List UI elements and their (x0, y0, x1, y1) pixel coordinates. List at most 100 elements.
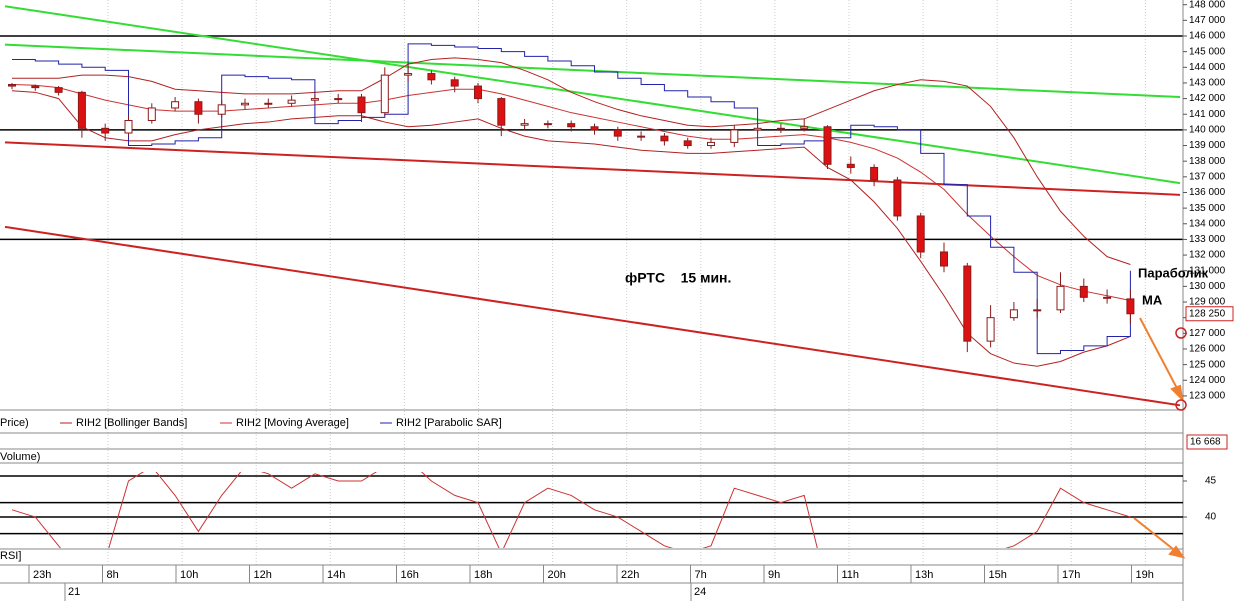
arrow (1133, 317, 1186, 559)
candle-body (893, 179, 902, 217)
candle-body (823, 126, 832, 165)
y-tick-label: 131 000 (1189, 265, 1226, 276)
x-tick-label: 12h (254, 569, 272, 581)
candle-body (171, 101, 180, 109)
y-tick-label: 133 000 (1189, 234, 1226, 245)
y-tick-label: 129 000 (1189, 297, 1226, 308)
last-price-box (1185, 306, 1234, 322)
y-tick-label: 126 000 (1189, 344, 1226, 355)
x-tick-label: 9h (768, 569, 780, 581)
x-tick-label: 17h (1062, 569, 1080, 581)
candle-body (520, 123, 529, 126)
bollinger-upper (12, 57, 1131, 265)
candle-body (567, 123, 576, 128)
x-tick-label: 16h (401, 569, 419, 581)
vertical-grid (107, 0, 1146, 565)
candle-body (916, 215, 925, 253)
x-tick-label: 7h (695, 569, 707, 581)
candle-body (474, 85, 482, 100)
candle-body (870, 166, 879, 181)
x-tick-label: 23h (33, 569, 51, 581)
candle-body (124, 119, 133, 134)
rsi-label: RSI] (0, 550, 21, 562)
candle-body (1056, 285, 1065, 311)
bollinger-lower (11, 90, 1131, 367)
y-tick-label: 145 000 (1189, 46, 1226, 57)
candle-body (194, 101, 203, 115)
price-label: Price) (0, 417, 29, 429)
y-tick-label: 148 000 (1189, 0, 1226, 10)
day-label: 21 (68, 586, 80, 598)
parabolic-sar (12, 43, 1131, 355)
legend-label: RIH2 [Bollinger Bands] (76, 417, 187, 429)
y-tick-label: 140 000 (1189, 125, 1226, 136)
candle-body (217, 104, 226, 115)
candle-body (940, 251, 948, 267)
rsi-line (11, 472, 1131, 548)
legend-label: RIH2 [Parabolic SAR] (396, 417, 502, 429)
y-tick-label: 134 000 (1189, 218, 1226, 229)
last-volume-box (1186, 434, 1228, 450)
x-tick-label: 14h (327, 569, 345, 581)
candle-body (404, 73, 413, 76)
candle-body (590, 126, 599, 131)
candle-body (380, 74, 389, 114)
y-tick-label: 141 000 (1189, 109, 1226, 120)
y-tick-label: 143 000 (1189, 78, 1226, 89)
x-tick-label: 13h (915, 569, 933, 581)
candle-body (753, 127, 762, 131)
candle-body (147, 107, 156, 121)
trend-line (4, 225, 1181, 407)
candle-body (963, 265, 972, 342)
trend-line (4, 5, 1181, 185)
candle-body (8, 84, 16, 87)
y-tick-label: 139 000 (1189, 140, 1226, 151)
y-tick-label: 147 000 (1189, 15, 1226, 26)
x-tick-label: 10h (180, 569, 198, 581)
legend-label: RIH2 [Moving Average] (236, 417, 349, 429)
candle-body (450, 79, 459, 87)
candle-body (1033, 309, 1042, 312)
y-tick-label: 125 000 (1189, 359, 1226, 370)
x-tick-label: 22h (621, 569, 639, 581)
candle-body (707, 141, 715, 147)
candle-body (800, 126, 809, 129)
rsi-tick-label: 45 (1205, 476, 1217, 487)
y-tick-label: 138 000 (1189, 156, 1226, 167)
y-tick-label: 127 000 (1189, 328, 1226, 339)
rsi-tick-label: 40 (1205, 512, 1217, 523)
candle-body (357, 96, 366, 114)
candle-body (31, 85, 40, 89)
last-volume-label: 16 668 (1190, 437, 1221, 448)
y-tick-label: 124 000 (1189, 375, 1226, 386)
candle-body (660, 135, 669, 142)
day-label: 24 (694, 586, 706, 598)
candle-body (1103, 296, 1112, 299)
candle-body (986, 317, 995, 342)
candle-body (683, 140, 692, 147)
y-tick-label: 142 000 (1189, 93, 1226, 104)
candle-body (241, 102, 249, 106)
trend-line (4, 141, 1181, 196)
candle-body (334, 98, 343, 101)
candle-body (287, 99, 296, 104)
candle-body (1079, 285, 1088, 298)
candle-body (264, 102, 273, 105)
volume-label: Volume) (0, 451, 40, 463)
y-tick-label: 146 000 (1189, 31, 1226, 42)
candle-body (77, 91, 86, 129)
last-price-label: 128 250 (1189, 308, 1226, 319)
y-tick-label: 136 000 (1189, 187, 1226, 198)
annotation: Параболик (1138, 265, 1209, 280)
y-tick-label: 123 000 (1189, 391, 1226, 402)
candle-body (637, 135, 646, 138)
candle-body (776, 127, 785, 130)
y-tick-label: 135 000 (1189, 203, 1226, 214)
candle-body (54, 87, 63, 93)
candle-body (497, 98, 506, 126)
y-tick-label: 144 000 (1189, 62, 1226, 73)
annotation: фРТС 15 мин. (625, 270, 731, 286)
x-tick-label: 20h (548, 569, 566, 581)
